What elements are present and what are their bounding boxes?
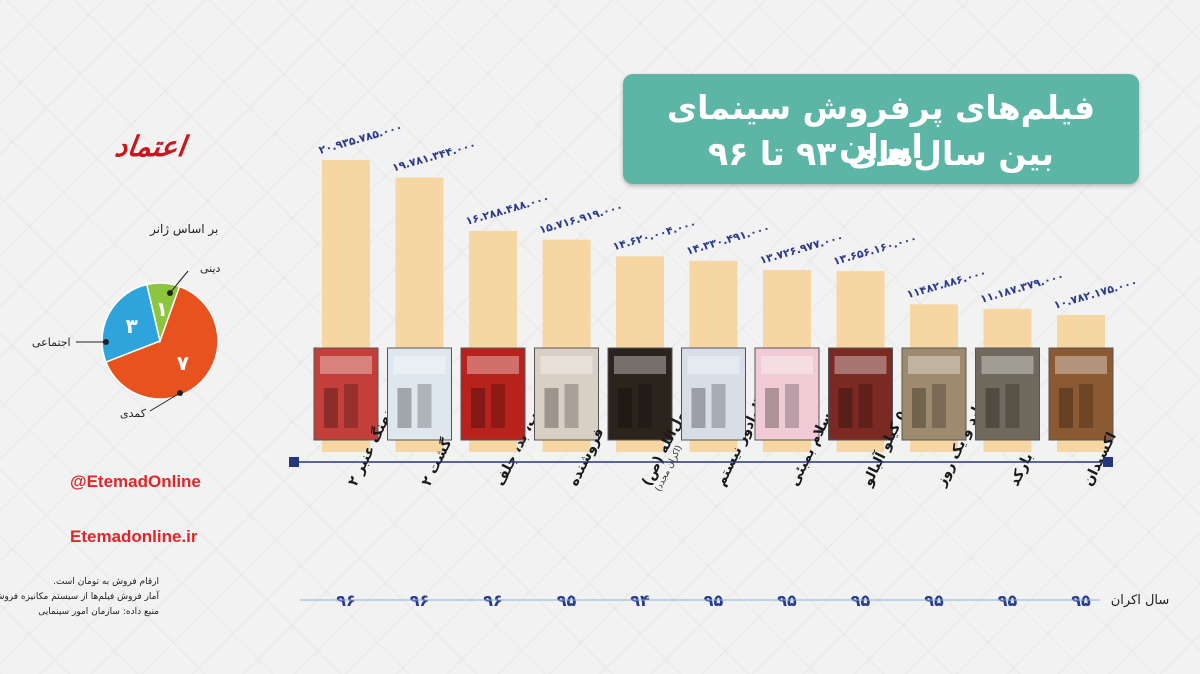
category-label: بارکد	[1007, 450, 1037, 488]
title-line-2: بین سال‌های ۹۳ تا ۹۶	[708, 134, 1054, 173]
pie-slice-comedy	[104, 285, 219, 400]
pie-label-comedy: کمدی	[120, 407, 146, 420]
value-label: ۱۰.۷۸۲.۱۷۵.۰۰۰	[1052, 276, 1139, 312]
pie-label-religious: دینی	[200, 262, 221, 275]
pie-value-religious: ۱	[156, 297, 168, 321]
value-label: ۲۰.۹۳۵.۷۸۵.۰۰۰	[317, 121, 404, 157]
pie-value-social: ۳	[126, 314, 138, 338]
axis-end-marker	[1103, 457, 1113, 467]
title-banner: فیلم‌های پرفروش سینمای ایران بین سال‌های…	[623, 74, 1139, 184]
note-line-2: آمار فروش فیلم‌ها از سیستم مکانیزه فروش …	[0, 592, 159, 602]
note-line-1: ارقام فروش به تومان است.	[53, 577, 159, 587]
value-label: ۱۱۴۸۲.۸۸۶.۰۰۰	[905, 266, 988, 301]
website-link: Etemadonline.ir	[70, 527, 198, 546]
value-label: ۱۳.۷۲۶.۹۷۷.۰۰۰	[758, 231, 845, 267]
title-line-1: فیلم‌های پرفروش سینمای ایران	[666, 88, 1096, 166]
movie-poster	[1048, 347, 1114, 441]
pie-value-comedy: ۷	[177, 351, 189, 375]
pie-leader-comedy	[149, 392, 181, 412]
pie-label-social: اجتماعی	[32, 336, 71, 349]
movie-poster	[313, 347, 379, 441]
value-label: ۱۵.۷۱۶.۹۱۹.۰۰۰	[538, 200, 625, 236]
note-line-3: منبع داده: سازمان امور سینمایی	[38, 607, 159, 617]
genre-pie-chart: ۷ ۳۱	[76, 270, 219, 412]
pie-leader-religious	[169, 270, 189, 294]
movie-poster	[607, 347, 673, 441]
movie-poster	[828, 347, 893, 441]
movie-poster	[754, 347, 820, 441]
value-label: ۱۳.۶۵۶.۱۶۰.۰۰۰	[832, 232, 919, 268]
pie-slice-religious	[145, 282, 181, 344]
movie-poster	[681, 347, 746, 441]
social-handle: @EtemadOnline	[70, 472, 201, 491]
movie-poster	[975, 347, 1040, 441]
pie-slice-social	[101, 283, 161, 364]
movie-poster	[387, 347, 452, 441]
value-label: ۱۶.۲۸۸.۴۸۸.۰۰۰	[464, 192, 551, 228]
axis-end-marker	[289, 457, 299, 467]
year-axis-label: سال اکران	[1111, 593, 1170, 608]
movie-poster	[534, 347, 599, 441]
genre-pie-title: بر اساس ژانر	[150, 222, 219, 236]
value-label: ۱۴.۳۳۰.۴۹۱.۰۰۰	[685, 221, 772, 257]
movie-poster	[901, 347, 967, 441]
value-label: ۱۹.۷۸۱.۳۴۴.۰۰۰	[391, 138, 478, 174]
movie-poster	[460, 347, 526, 441]
